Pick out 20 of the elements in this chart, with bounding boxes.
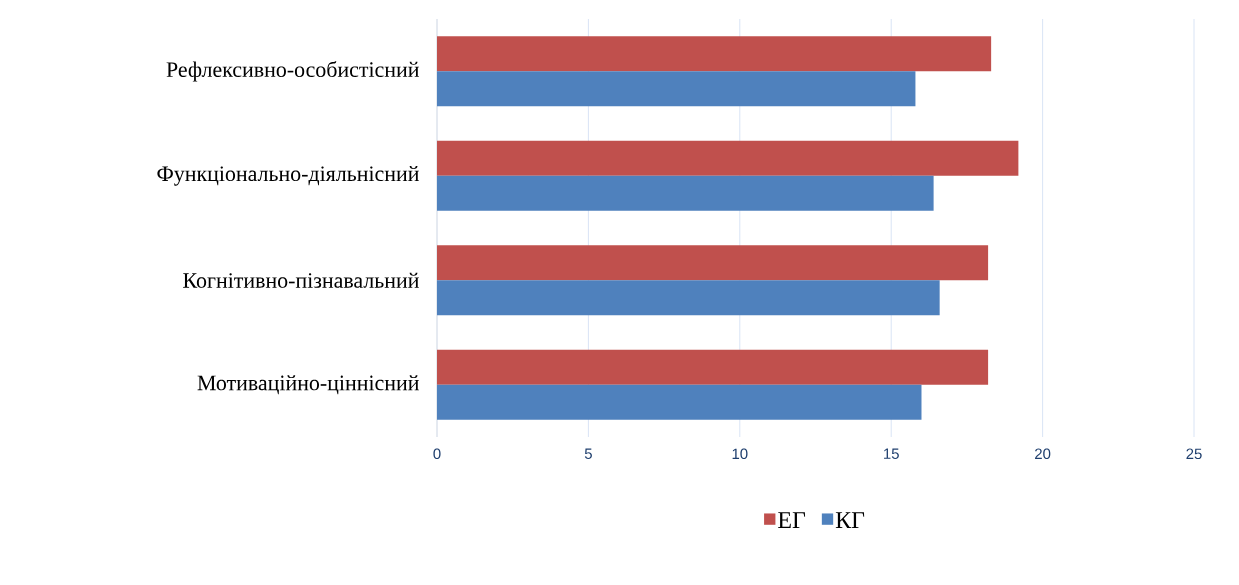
legend-label: КГ <box>835 512 865 528</box>
bar <box>437 175 934 211</box>
bar <box>437 140 1019 176</box>
legend-label: ЕГ <box>778 512 806 528</box>
bar <box>437 280 940 316</box>
y-tick-label: Функціонально-діяльнісний <box>157 165 419 186</box>
bar <box>437 71 916 107</box>
x-tick-label: 20 <box>1035 448 1051 460</box>
x-tick-label: 10 <box>732 448 748 460</box>
bar <box>437 36 992 72</box>
x-tick-label: 0 <box>433 448 441 460</box>
x-tick-label: 5 <box>584 448 592 459</box>
x-tick-label: 25 <box>1186 448 1202 460</box>
bar <box>437 245 989 281</box>
x-tick-label: 15 <box>884 448 899 459</box>
y-tick-label: Рефлексивно-особистісний <box>166 61 419 82</box>
y-tick-label: Мотиваційно-ціннісний <box>197 375 419 395</box>
y-tick-label: Когнітивно-пізнавальний <box>183 272 419 288</box>
bar <box>437 384 922 420</box>
bar <box>437 349 989 385</box>
